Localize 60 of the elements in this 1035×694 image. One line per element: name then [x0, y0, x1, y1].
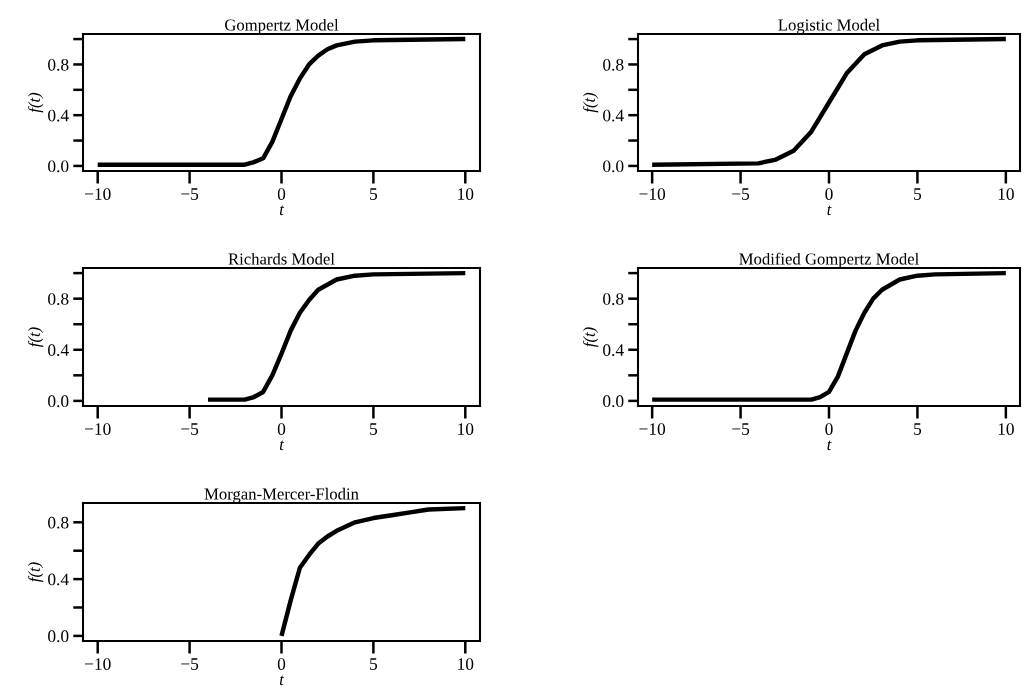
- y-tick-label: 0.0: [48, 160, 69, 173]
- chart-title: Logistic Model: [778, 18, 880, 34]
- y-tick-label: 0.4: [48, 109, 69, 122]
- x-tick-label: −10: [84, 423, 111, 435]
- x-tick-label: 0: [277, 423, 286, 435]
- x-tick-label: 10: [458, 423, 474, 435]
- x-tick-label: −10: [639, 188, 666, 200]
- y-tick-label: 0.0: [48, 395, 69, 408]
- x-tick-label: 5: [370, 658, 378, 670]
- chart-title: Gompertz Model: [225, 18, 339, 34]
- x-tick-label: 5: [370, 423, 378, 435]
- line-series: [649, 36, 1009, 167]
- y-axis-title: f(t): [27, 562, 44, 582]
- x-tick-label: −10: [84, 188, 111, 200]
- x-tick-label: 5: [914, 188, 922, 200]
- y-tick-label: 0.8: [603, 293, 624, 305]
- x-tick-label: 10: [998, 188, 1014, 200]
- y-tick-label: 0.8: [48, 293, 69, 305]
- x-tick-label: 10: [458, 188, 474, 200]
- y-tick-label: 0.8: [48, 516, 69, 529]
- y-tick-label: 0.0: [603, 160, 624, 173]
- y-tick-label: 0.0: [48, 630, 69, 643]
- y-tick-label: 0.4: [603, 109, 624, 122]
- x-tick-label: 0: [277, 188, 286, 200]
- y-tick-label: 0.4: [48, 344, 69, 357]
- x-tick-label: 0: [277, 658, 286, 670]
- y-axis-title: f(t): [27, 327, 44, 347]
- y-tick-label: 0.4: [603, 344, 624, 357]
- x-tick-label: 0: [825, 188, 833, 200]
- y-tick-label: 0.8: [48, 58, 69, 71]
- line-series: [649, 270, 1009, 402]
- y-tick-label: 0.8: [603, 58, 624, 71]
- y-axis-title: f(t): [582, 327, 599, 347]
- x-axis-title: t: [827, 440, 832, 451]
- x-axis-title: t: [279, 205, 285, 216]
- x-axis-title: t: [279, 440, 285, 451]
- x-tick-label: 5: [370, 188, 378, 200]
- y-axis-title: f(t): [582, 92, 599, 113]
- y-axis-title: f(t): [27, 92, 44, 113]
- x-tick-label: 10: [458, 658, 474, 670]
- x-tick-label: −5: [181, 423, 199, 435]
- x-axis-title: t: [279, 675, 285, 686]
- x-tick-label: −10: [639, 423, 666, 435]
- x-tick-label: −10: [84, 658, 111, 670]
- chart-title: Morgan-Mercer-Flodin: [204, 487, 359, 503]
- x-tick-label: 0: [825, 423, 833, 435]
- line-series: [205, 270, 468, 402]
- line-series: [279, 505, 468, 639]
- x-axis-title: t: [827, 205, 832, 216]
- x-tick-label: −5: [732, 423, 750, 435]
- y-tick-label: 0.0: [603, 395, 624, 408]
- y-tick-label: 0.4: [48, 573, 69, 586]
- x-tick-label: 5: [914, 423, 922, 435]
- chart-title: Modified Gompertz Model: [739, 252, 919, 268]
- x-tick-label: −5: [732, 188, 750, 200]
- chart-title: Richards Model: [228, 252, 335, 265]
- line-series: [95, 36, 468, 167]
- x-tick-label: −5: [181, 658, 199, 670]
- x-tick-label: 10: [998, 423, 1014, 435]
- x-tick-label: −5: [181, 188, 199, 200]
